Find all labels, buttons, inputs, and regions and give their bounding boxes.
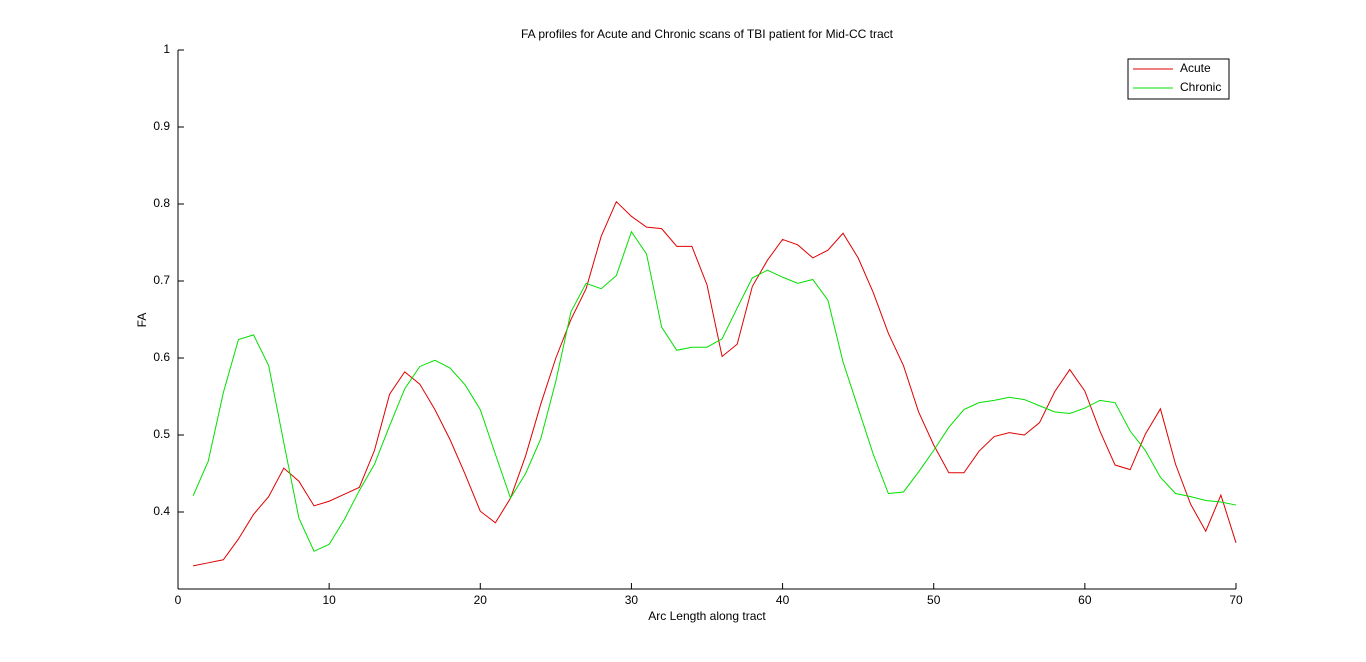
- data-line: [193, 200, 1237, 567]
- y-tick-label: 0.9: [153, 119, 170, 133]
- x-tick-label: 60: [1078, 593, 1092, 607]
- x-tick-label: 40: [776, 593, 790, 607]
- legend-box: [1127, 58, 1230, 100]
- y-axis-label: FA: [135, 313, 149, 328]
- x-tick-label: 20: [474, 593, 488, 607]
- x-tick-label: 30: [625, 593, 639, 607]
- x-tick-label: 70: [1229, 593, 1243, 607]
- y-tick-label: 0.4: [153, 504, 170, 518]
- x-tick-label: 50: [927, 593, 941, 607]
- y-tick-label: 0.7: [153, 273, 170, 287]
- legend-label: Chronic: [1180, 80, 1221, 94]
- x-axis-label: Arc Length along tract: [648, 609, 766, 623]
- x-tick-label: 0: [175, 593, 182, 607]
- legend-label: Acute: [1180, 61, 1211, 75]
- chart-title: FA profiles for Acute and Chronic scans …: [521, 27, 894, 41]
- y-tick-label: 0.8: [153, 196, 170, 210]
- y-tick-label: 0.6: [153, 350, 170, 364]
- x-tick-label: 10: [322, 593, 336, 607]
- y-tick-label: 1: [163, 42, 170, 56]
- y-tick-label: 0.5: [153, 427, 170, 441]
- data-line: [192, 230, 1237, 552]
